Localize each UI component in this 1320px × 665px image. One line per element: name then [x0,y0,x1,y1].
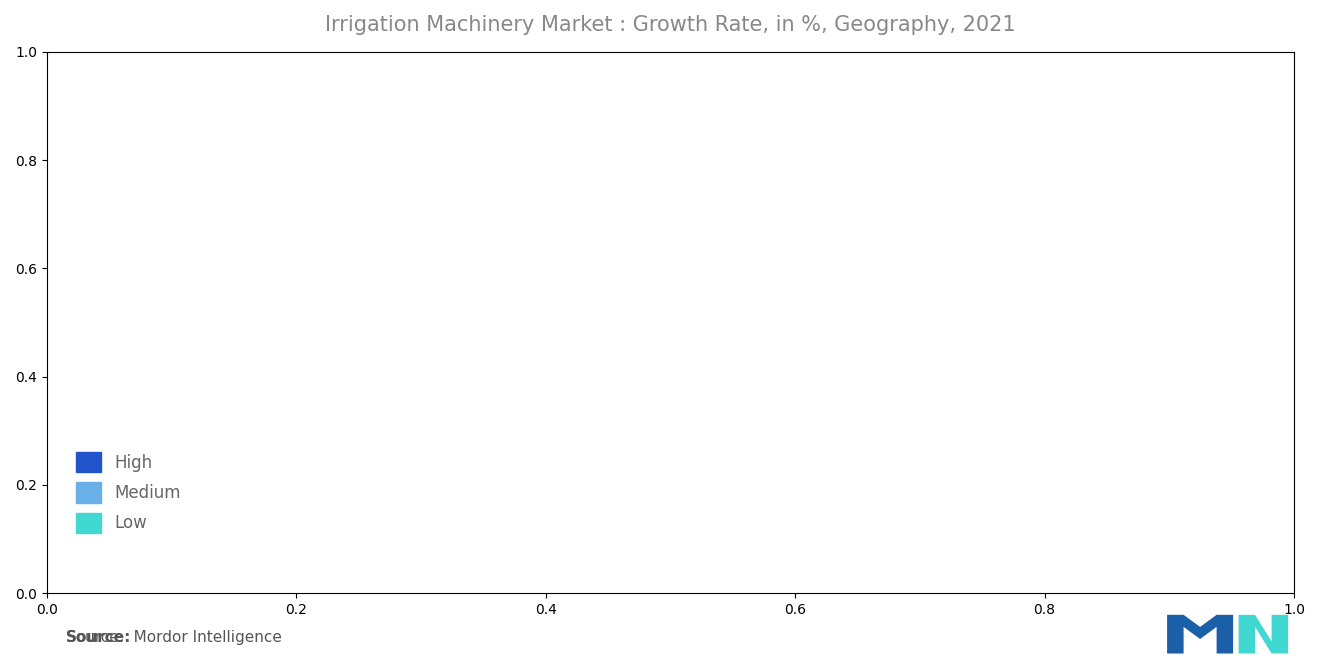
Title: Irrigation Machinery Market : Growth Rate, in %, Geography, 2021: Irrigation Machinery Market : Growth Rat… [325,15,1015,35]
Text: Source:: Source: [66,630,132,645]
Polygon shape [1167,615,1233,654]
Legend: High, Medium, Low: High, Medium, Low [67,444,189,541]
Polygon shape [1238,615,1288,654]
Text: Source:  Mordor Intelligence: Source: Mordor Intelligence [66,630,282,645]
